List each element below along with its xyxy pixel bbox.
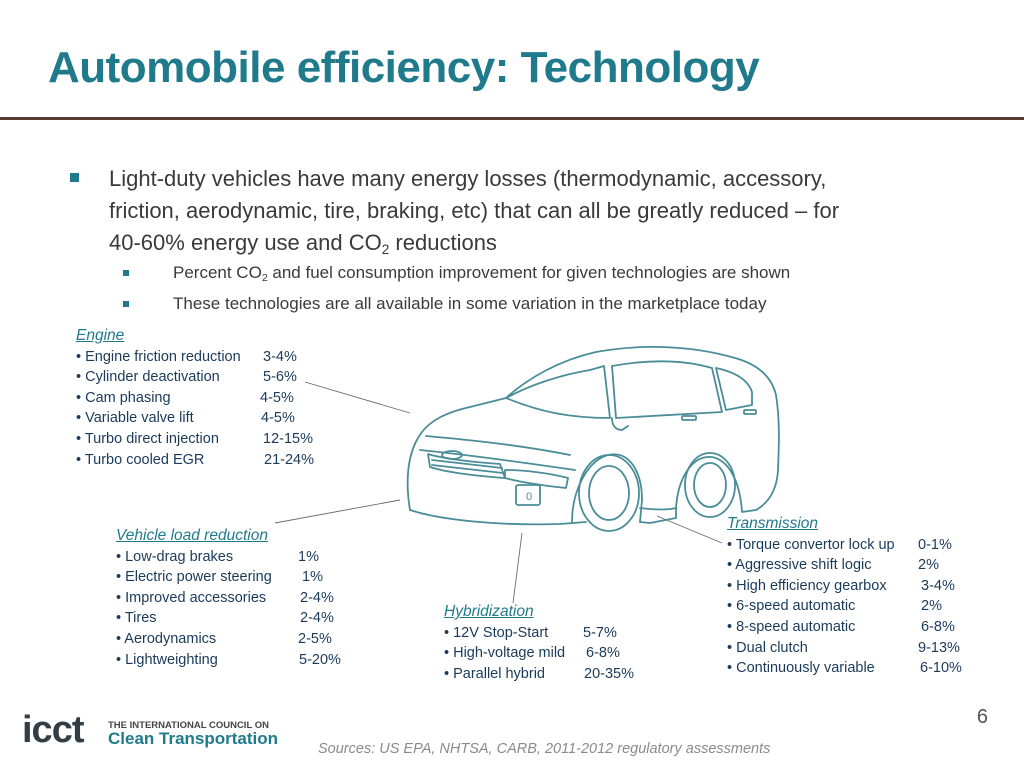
sub-bullet-square-icon bbox=[123, 301, 129, 307]
sub-bullet-co2-subscript: 2 bbox=[261, 272, 268, 285]
list-item: • Low-drag brakes 1% bbox=[116, 548, 319, 565]
list-item: • Turbo direct injection 12-15% bbox=[76, 430, 313, 447]
car-body-outline bbox=[406, 346, 780, 524]
main-bullet: Light-duty vehicles have many energy los… bbox=[70, 163, 930, 259]
sub-bullet-2: These technologies are all available in … bbox=[123, 293, 943, 315]
transmission-leader-line bbox=[656, 515, 723, 544]
list-item: • Aggressive shift logic 2% bbox=[727, 557, 939, 574]
engine-group: Engine • Engine friction reduction 3-4% •… bbox=[76, 326, 336, 470]
car-plate-text: 0 bbox=[526, 491, 532, 503]
logo-line2: Clean Transportation bbox=[108, 729, 279, 748]
list-item: • Torque convertor lock up 0-1% bbox=[727, 536, 952, 553]
list-item: • Cylinder deactivation 5-6% bbox=[76, 369, 297, 386]
car-hood-line bbox=[425, 435, 571, 456]
main-bullet-co2-subscript: 2 bbox=[381, 242, 390, 258]
list-item: • Tires 2-4% bbox=[116, 610, 334, 627]
slide-title: Automobile efficiency: Technology bbox=[48, 43, 760, 92]
transmission-group: Transmission • Torque convertor lock up 0… bbox=[727, 514, 987, 679]
list-item: • Engine friction reduction 3-4% bbox=[76, 348, 297, 365]
list-item: • High efficiency gearbox 3-4% bbox=[727, 577, 955, 594]
car-badge bbox=[441, 450, 463, 460]
hybridization-group: Hybridization • 12V Stop-Start 5-7% • Hig… bbox=[444, 602, 664, 684]
list-item: • Cam phasing 4-5% bbox=[76, 389, 294, 406]
car-hood-line-2 bbox=[419, 449, 576, 471]
logo-mark: icct bbox=[22, 709, 84, 751]
list-item: • 8-speed automatic 6-8% bbox=[727, 618, 955, 635]
list-item: • Improved accessories 2-4% bbox=[116, 589, 334, 606]
main-bullet-line1: Light-duty vehicles have many energy los… bbox=[109, 166, 827, 191]
sub-bullet-1-post: and fuel consumption improvement for giv… bbox=[267, 263, 791, 282]
transmission-heading: Transmission bbox=[727, 515, 819, 532]
car-side-window bbox=[611, 360, 723, 419]
car-front-bumper bbox=[409, 509, 587, 526]
hybridization-heading: Hybridization bbox=[444, 603, 534, 620]
car-rear-wheel bbox=[684, 452, 736, 518]
car-windshield bbox=[505, 365, 611, 419]
list-item: • High-voltage mild 6-8% bbox=[444, 645, 620, 662]
vehicle-load-leader-line bbox=[274, 499, 401, 524]
list-item: • Lightweighting 5-20% bbox=[116, 651, 341, 668]
title-divider bbox=[0, 117, 1024, 120]
car-headlight bbox=[504, 469, 569, 489]
list-item: • Parallel hybrid 20-35% bbox=[444, 665, 634, 682]
car-side-mirror bbox=[611, 417, 629, 431]
list-item: • Dual clutch 9-13% bbox=[727, 639, 960, 656]
vehicle-load-heading: Vehicle load reduction bbox=[116, 527, 268, 544]
list-item: • Continuously variable 6-10% bbox=[727, 660, 962, 677]
main-bullet-line3-post: reductions bbox=[389, 230, 497, 255]
sub-bullet-square-icon bbox=[123, 270, 129, 276]
sub-bullet-1-pre: Percent CO bbox=[173, 263, 262, 282]
sources-note: Sources: US EPA, NHTSA, CARB, 2011-2012 … bbox=[318, 741, 771, 757]
list-item: • 12V Stop-Start 5-7% bbox=[444, 624, 617, 641]
engine-leader-line bbox=[304, 381, 411, 414]
logo-line1: THE INTERNATIONAL COUNCIL ON bbox=[108, 720, 269, 731]
hybridization-leader-line bbox=[512, 532, 523, 604]
list-item: • Electric power steering 1% bbox=[116, 569, 323, 586]
main-bullet-text: Light-duty vehicles have many energy los… bbox=[109, 163, 930, 259]
car-rear-wheel-hub bbox=[693, 462, 727, 508]
sub-bullet-1: Percent CO2 and fuel consumption improve… bbox=[123, 262, 943, 284]
icct-logo: icct THE INTERNATIONAL COUNCIL ON Clean … bbox=[22, 709, 278, 751]
list-item: • 6-speed automatic 2% bbox=[727, 598, 942, 615]
sub-bullet-2-text: These technologies are all available in … bbox=[173, 294, 767, 313]
car-rear-window bbox=[715, 367, 753, 411]
car-front-wheel-hub bbox=[588, 465, 630, 521]
vehicle-load-group: Vehicle load reduction • Low-drag brakes… bbox=[116, 526, 376, 670]
main-bullet-line3-pre: 40-60% energy use and CO bbox=[109, 230, 382, 255]
list-item: • Aerodynamics 2-5% bbox=[116, 630, 332, 647]
page-number: 6 bbox=[976, 706, 988, 728]
engine-heading: Engine bbox=[76, 327, 125, 344]
list-item: • Variable valve lift 4-5% bbox=[76, 410, 295, 427]
bullet-square-icon bbox=[70, 173, 79, 182]
main-bullet-line2: friction, aerodynamic, tire, braking, et… bbox=[109, 198, 840, 223]
car-front-wheel bbox=[578, 454, 640, 532]
list-item: • Turbo cooled EGR 21-24% bbox=[76, 451, 314, 468]
car-license-plate bbox=[515, 484, 541, 506]
